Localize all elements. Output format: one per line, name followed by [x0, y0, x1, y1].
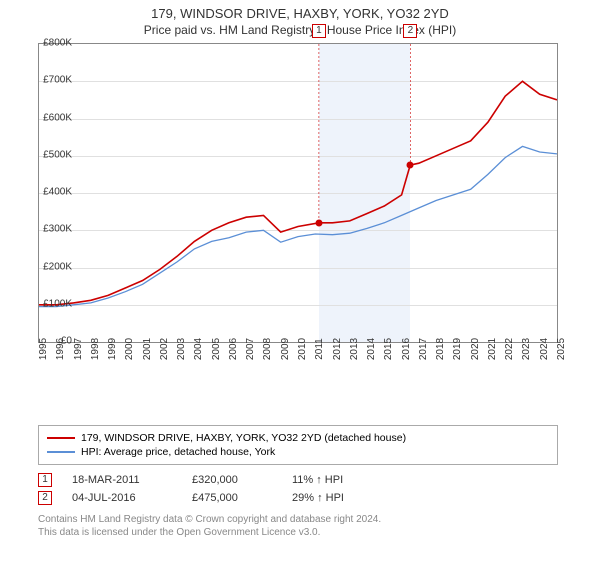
y-tick-label: £200K [43, 261, 72, 272]
x-tick-label: 2016 [401, 338, 412, 360]
footnote: Contains HM Land Registry data © Crown c… [38, 513, 600, 539]
chart-area: 12 £0£100K£200K£300K£400K£500K£600K£700K… [38, 43, 598, 383]
legend-box: 179, WINDSOR DRIVE, HAXBY, YORK, YO32 2Y… [38, 425, 558, 465]
legend-label: HPI: Average price, detached house, York [81, 446, 275, 458]
x-tick-label: 2021 [487, 338, 498, 360]
sales-table: 1 18-MAR-2011 £320,000 11% ↑ HPI 2 04-JUL-201… [38, 473, 600, 505]
series-property [39, 81, 557, 304]
plot-region: 12 [38, 43, 558, 343]
legend-swatch [47, 437, 75, 439]
legend-item: 179, WINDSOR DRIVE, HAXBY, YORK, YO32 2Y… [47, 432, 549, 444]
x-tick-label: 2008 [262, 338, 273, 360]
y-tick-label: £400K [43, 187, 72, 198]
y-tick-label: £600K [43, 112, 72, 123]
sale-row-marker: 1 [38, 473, 52, 487]
page-subtitle: Price paid vs. HM Land Registry's House … [0, 23, 600, 37]
x-tick-label: 1996 [55, 338, 66, 360]
x-tick-label: 1995 [38, 338, 49, 360]
x-tick-label: 2017 [418, 338, 429, 360]
x-tick-label: 1997 [73, 338, 84, 360]
x-tick-label: 2004 [193, 338, 204, 360]
x-tick-label: 2020 [470, 338, 481, 360]
sale-date: 04-JUL-2016 [72, 492, 172, 504]
sale-pct: 11% ↑ HPI [292, 474, 392, 486]
x-tick-label: 2022 [504, 338, 515, 360]
x-tick-label: 2009 [280, 338, 291, 360]
x-tick-label: 2005 [211, 338, 222, 360]
x-tick-label: 2000 [124, 338, 135, 360]
x-tick-label: 2015 [383, 338, 394, 360]
x-tick-label: 2007 [245, 338, 256, 360]
x-tick-label: 2002 [159, 338, 170, 360]
sale-row: 1 18-MAR-2011 £320,000 11% ↑ HPI [38, 473, 600, 487]
legend-item: HPI: Average price, detached house, York [47, 446, 549, 458]
sale-marker-2: 2 [403, 24, 417, 38]
legend-swatch [47, 451, 75, 453]
y-tick-label: £300K [43, 224, 72, 235]
x-tick-label: 2018 [435, 338, 446, 360]
sale-price: £475,000 [192, 492, 272, 504]
y-tick-label: £700K [43, 75, 72, 86]
x-tick-label: 2003 [176, 338, 187, 360]
sale-date: 18-MAR-2011 [72, 474, 172, 486]
x-tick-label: 2025 [556, 338, 567, 360]
y-tick-label: £800K [43, 38, 72, 49]
x-tick-label: 2014 [366, 338, 377, 360]
x-tick-label: 2024 [539, 338, 550, 360]
x-tick-label: 1998 [90, 338, 101, 360]
x-tick-label: 2001 [142, 338, 153, 360]
x-tick-label: 2013 [349, 338, 360, 360]
x-tick-label: 2010 [297, 338, 308, 360]
footnote-line-1: Contains HM Land Registry data © Crown c… [38, 513, 600, 526]
y-tick-label: £100K [43, 298, 72, 309]
sale-price: £320,000 [192, 474, 272, 486]
sale-row: 2 04-JUL-2016 £475,000 29% ↑ HPI [38, 491, 600, 505]
x-tick-label: 2006 [228, 338, 239, 360]
x-tick-label: 1999 [107, 338, 118, 360]
sale-dot [315, 219, 322, 226]
chart-container: 179, WINDSOR DRIVE, HAXBY, YORK, YO32 2Y… [0, 6, 600, 566]
y-tick-label: £500K [43, 149, 72, 160]
x-tick-label: 2019 [452, 338, 463, 360]
series-svg [39, 44, 557, 342]
sale-dot [407, 162, 414, 169]
x-tick-label: 2012 [332, 338, 343, 360]
sale-marker-1: 1 [312, 24, 326, 38]
x-tick-label: 2023 [521, 338, 532, 360]
sale-row-marker: 2 [38, 491, 52, 505]
footnote-line-2: This data is licensed under the Open Gov… [38, 526, 600, 539]
legend-label: 179, WINDSOR DRIVE, HAXBY, YORK, YO32 2Y… [81, 432, 406, 444]
page-title: 179, WINDSOR DRIVE, HAXBY, YORK, YO32 2Y… [0, 6, 600, 21]
x-tick-label: 2011 [314, 338, 325, 360]
sale-pct: 29% ↑ HPI [292, 492, 392, 504]
